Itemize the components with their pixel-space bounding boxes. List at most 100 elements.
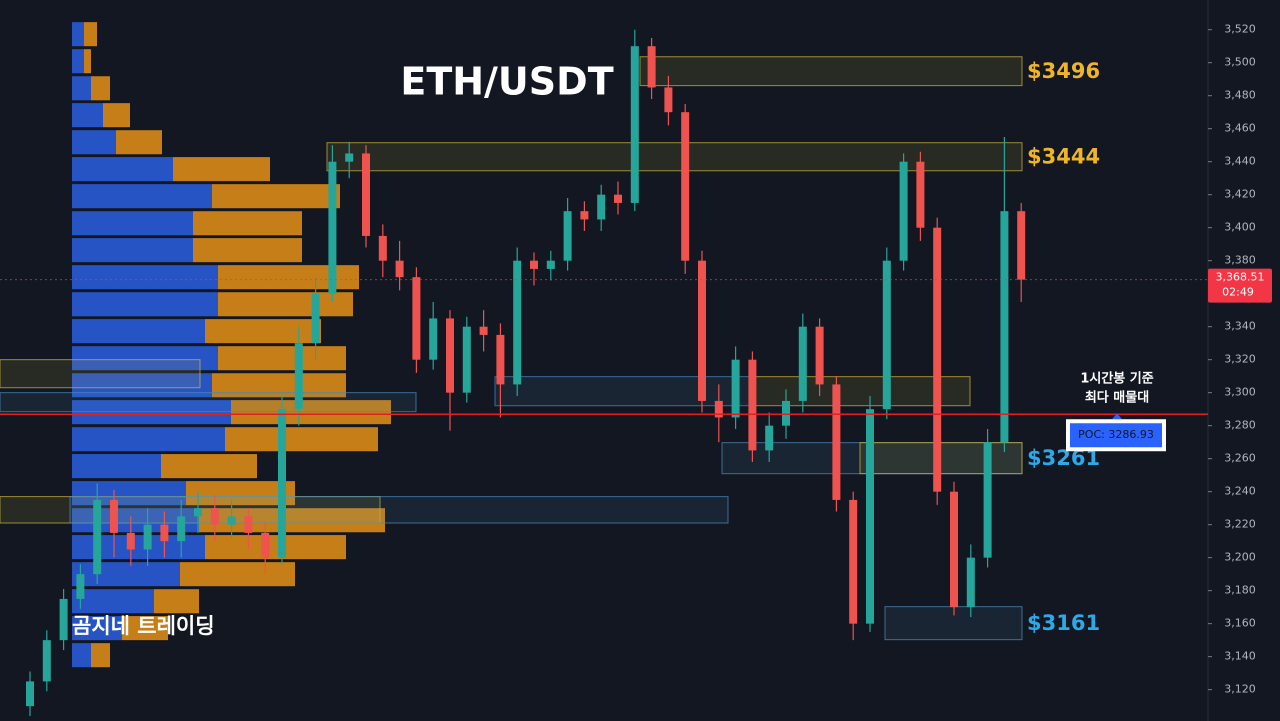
profile-buy-bar [72, 427, 225, 452]
profile-sell-bar [180, 562, 295, 587]
candle-body [126, 532, 135, 550]
candle-body [798, 326, 807, 401]
profile-sell-bar [161, 454, 257, 479]
profile-buy-bar [72, 562, 180, 587]
candle-body [580, 211, 589, 220]
zone-label: $3161 [1027, 611, 1100, 635]
y-tick-label: 3,520 [1224, 23, 1256, 36]
candle-body [815, 326, 824, 385]
candle-body [832, 384, 841, 500]
profile-sell-bar [122, 616, 168, 641]
candle-body [26, 681, 34, 707]
y-tick-label: 3,400 [1224, 221, 1256, 234]
candle-body [496, 334, 505, 385]
candle-body [597, 194, 606, 220]
profile-sell-bar [218, 292, 353, 317]
candle-body [93, 499, 102, 575]
last-price-label: 3,368.51 [1216, 271, 1265, 284]
candle-body [530, 260, 538, 269]
y-tick-label: 3,440 [1224, 155, 1256, 168]
y-tick-label: 3,160 [1224, 617, 1256, 630]
profile-buy-bar [72, 373, 212, 398]
candle-body [177, 516, 186, 542]
candle-body [866, 409, 874, 624]
candle-body [311, 293, 320, 344]
candle-body [546, 260, 555, 269]
zone-label: $3444 [1027, 145, 1100, 169]
countdown: 02:49 [1222, 286, 1254, 299]
profile-sell-bar [186, 481, 295, 506]
profile-sell-bar [173, 157, 270, 182]
candle-body [345, 153, 354, 162]
candle-body [513, 260, 522, 385]
profile-buy-bar [72, 616, 122, 641]
candle-body [479, 326, 488, 335]
candle-body [681, 112, 690, 261]
candle-body [563, 211, 572, 261]
y-tick-label: 3,280 [1224, 419, 1256, 432]
candle-body [765, 425, 774, 451]
y-tick-label: 3,200 [1224, 551, 1256, 564]
candle-body [244, 516, 253, 533]
profile-buy-bar [72, 103, 103, 128]
y-tick-label: 3,260 [1224, 452, 1256, 465]
profile-buy-bar [72, 238, 193, 263]
candle-body [378, 235, 387, 261]
profile-buy-bar [72, 589, 154, 614]
annotation: 최다 매물대 [1085, 390, 1149, 406]
y-tick-label: 3,420 [1224, 188, 1256, 201]
profile-buy-bar [72, 49, 84, 74]
candle-body [160, 524, 169, 542]
candle-body [210, 508, 219, 525]
y-tick-label: 3,500 [1224, 56, 1256, 69]
profile-sell-bar [103, 103, 130, 128]
profile-sell-bar [193, 211, 302, 236]
y-tick-label: 3,140 [1224, 650, 1256, 663]
poc-box [1070, 423, 1162, 448]
candle-body [614, 194, 622, 203]
candle-body [110, 499, 118, 533]
zone [69, 496, 729, 524]
y-tick-label: 3,380 [1224, 254, 1256, 267]
candle-body [916, 161, 925, 228]
profile-sell-bar [212, 184, 340, 209]
profile-buy-bar [72, 184, 212, 209]
profile-sell-bar [91, 76, 110, 101]
y-tick-label: 3,220 [1224, 518, 1256, 531]
profile-buy-bar [72, 211, 193, 236]
y-tick-label: 3,240 [1224, 485, 1256, 498]
zone [639, 56, 1023, 87]
candle-body [462, 326, 471, 393]
profile-buy-bar [72, 319, 205, 344]
poc-label: POC: 3286.93 [1078, 428, 1154, 441]
y-tick-label: 3,180 [1224, 584, 1256, 597]
zone [326, 142, 1023, 172]
candle-body [429, 318, 438, 360]
candle-body [76, 574, 85, 599]
profile-sell-bar [205, 319, 321, 344]
zone [0, 392, 417, 413]
profile-buy-bar [72, 157, 173, 182]
profile-buy-bar [72, 265, 218, 290]
candle-body [933, 227, 942, 492]
annotation: 1시간봉 기준 [1080, 371, 1153, 387]
y-tick-label: 3,300 [1224, 386, 1256, 399]
candle-body [714, 400, 723, 418]
candle-body [294, 343, 303, 410]
profile-sell-bar [218, 346, 346, 371]
candle-body [664, 87, 673, 113]
candle-body [966, 557, 975, 608]
profile-sell-bar [205, 535, 346, 560]
candle-body [983, 442, 992, 558]
candle-body [782, 400, 790, 426]
profile-sell-bar [154, 589, 199, 614]
profile-sell-bar [212, 373, 346, 398]
candle-body [647, 46, 656, 88]
y-tick-label: 3,480 [1224, 89, 1256, 102]
candle-body [1000, 211, 1009, 443]
profile-sell-bar [218, 265, 359, 290]
profile-buy-bar [72, 130, 116, 155]
profile-buy-bar [72, 643, 91, 668]
